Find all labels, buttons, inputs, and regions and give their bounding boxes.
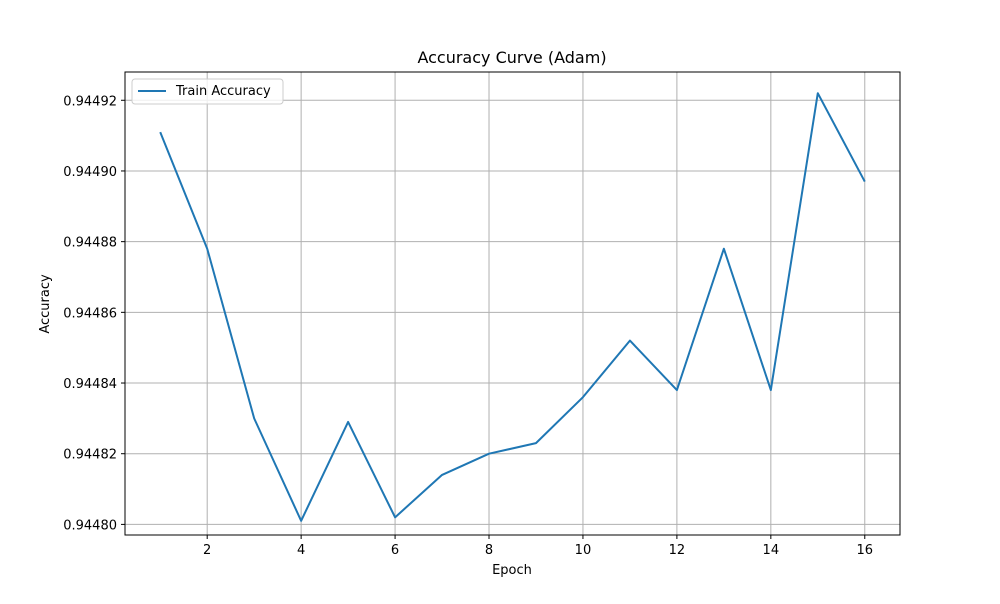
x-tick-label: 16 (856, 543, 873, 558)
x-tick-label: 8 (485, 543, 493, 558)
y-tick-label: 0.94490 (63, 165, 117, 180)
x-tick-label: 12 (669, 543, 686, 558)
x-tick-label: 6 (391, 543, 399, 558)
legend: Train Accuracy (132, 79, 283, 104)
y-tick-label: 0.94482 (63, 448, 117, 463)
y-tick-label: 0.94488 (63, 236, 117, 251)
y-axis-label: Accuracy (38, 274, 53, 334)
legend-label-train-accuracy: Train Accuracy (175, 84, 271, 99)
y-tick-label: 0.94486 (63, 306, 117, 321)
x-tick-label: 14 (763, 543, 780, 558)
chart-title: Accuracy Curve (Adam) (417, 48, 606, 67)
x-axis-label: Epoch (492, 563, 532, 578)
y-tick-label: 0.94484 (63, 377, 117, 392)
x-tick-label: 4 (297, 543, 305, 558)
y-tick-label: 0.94480 (63, 518, 117, 533)
x-tick-label: 2 (203, 543, 211, 558)
y-tick-label: 0.94492 (63, 94, 117, 109)
x-tick-label: 10 (575, 543, 592, 558)
